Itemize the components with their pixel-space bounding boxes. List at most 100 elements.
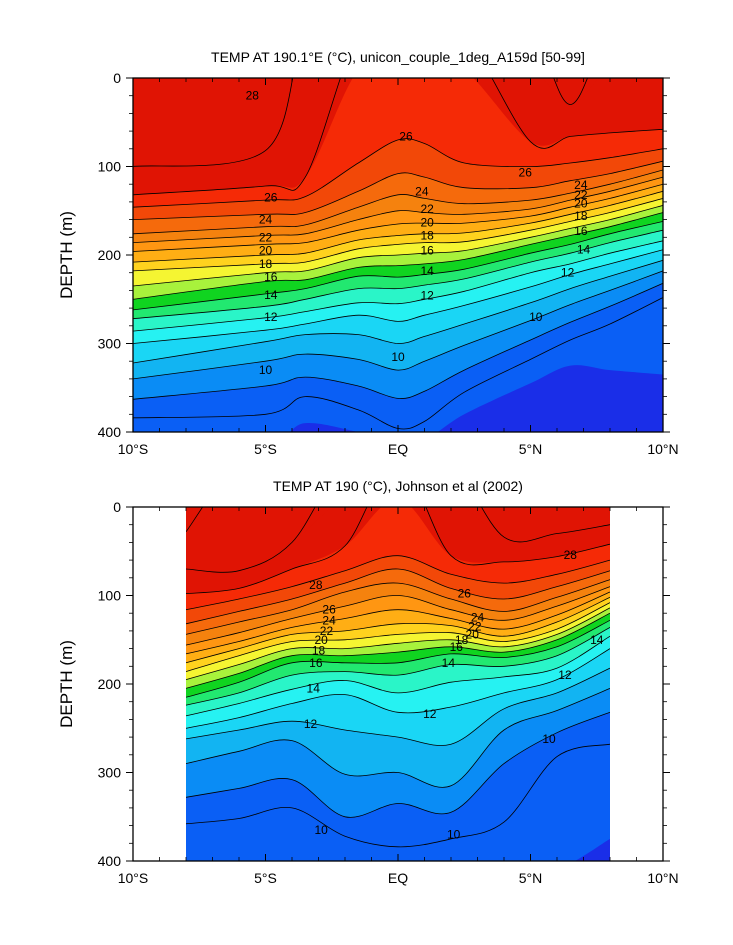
chart-1-xtick-label: EQ — [388, 441, 408, 457]
contour-line — [133, 270, 663, 380]
contour-line — [133, 221, 663, 311]
contour-label: 26 — [322, 603, 336, 617]
chart-2-ticks — [126, 506, 670, 862]
contour-line — [133, 190, 663, 263]
contour-label: 16 — [309, 656, 323, 670]
contour-label: 18 — [420, 229, 434, 243]
contour-label: 22 — [574, 188, 588, 202]
contour-label: 24 — [574, 178, 588, 192]
contour-label: 18 — [259, 257, 273, 271]
contour-label: 24 — [322, 613, 336, 627]
contour-label: 26 — [519, 166, 533, 180]
contour-label: 10 — [542, 732, 556, 746]
contour-label: 14 — [420, 264, 434, 278]
contour-line — [185, 607, 611, 680]
no-data-area — [133, 507, 186, 861]
contour-line — [185, 711, 611, 818]
contour-line — [133, 259, 663, 364]
contour-line — [185, 688, 611, 788]
contour-label: 24 — [471, 611, 485, 625]
chart-2-filled-contours — [186, 507, 610, 861]
chart-2-ytick-label: 200 — [98, 676, 122, 692]
contour-label: 12 — [558, 668, 572, 682]
chart-2-ytick-label: 100 — [98, 588, 122, 604]
contour-label: 28 — [246, 89, 260, 103]
contour-line — [185, 596, 611, 664]
contour-line — [133, 212, 663, 300]
contour-line — [133, 297, 663, 430]
contour-label: 14 — [590, 633, 604, 647]
contour-line — [185, 602, 611, 672]
chart-2-ytick-label: 400 — [98, 853, 122, 869]
chart-1-contour-labels: 2826262422201816141210242220181614121026… — [246, 89, 591, 377]
chart-1-plot-area: 2826262422201816141210242220181614121026… — [98, 70, 679, 457]
contour-label: 16 — [450, 640, 464, 654]
contour-line — [185, 507, 611, 595]
contour-line — [185, 667, 611, 746]
contour-label: 14 — [264, 288, 278, 302]
contour-label: 12 — [264, 310, 278, 324]
contour-line — [133, 78, 663, 196]
contour-line — [133, 282, 663, 400]
contour-line — [185, 507, 611, 573]
chart-2-xtick-label: 5°N — [519, 870, 543, 886]
contour-label: 22 — [320, 624, 334, 638]
contour-line — [133, 169, 663, 235]
chart-1-xtick-label: 5°S — [254, 441, 277, 457]
chart-2-xtick-label: 10°S — [118, 870, 149, 886]
chart-2-xtick-label: 5°S — [254, 870, 277, 886]
chart-1-filled-contours — [133, 78, 663, 432]
contour-line — [133, 176, 663, 243]
contour-line — [133, 205, 663, 287]
contour-label: 24 — [415, 184, 429, 198]
contour-label: 12 — [423, 707, 437, 721]
contour-label: 14 — [307, 681, 321, 695]
contour-label: 20 — [574, 197, 588, 211]
contour-line — [133, 229, 663, 320]
contour-line — [185, 555, 611, 611]
contour-band — [186, 507, 610, 573]
chart-2-xtick-label: EQ — [388, 870, 408, 886]
contour-label: 26 — [399, 129, 413, 143]
contour-line — [185, 627, 611, 706]
chart-2-y-axis-label: DEPTH (m) — [57, 640, 76, 728]
contour-line — [133, 138, 663, 208]
chart-2-ytick-label: 0 — [113, 499, 121, 515]
chart-2-ytick-label: 300 — [98, 765, 122, 781]
contour-label: 22 — [420, 202, 434, 216]
contour-line — [185, 591, 611, 655]
chart-1-y-axis-label: DEPTH (m) — [57, 211, 76, 299]
contour-line — [133, 78, 588, 167]
contour-label: 10 — [314, 823, 328, 837]
chart-2-title: TEMP AT 190 (°C), Johnson et al (2002) — [273, 478, 523, 494]
chart-1-ytick-label: 200 — [98, 247, 122, 263]
contour-line — [185, 619, 611, 698]
contour-line — [185, 635, 611, 717]
contour-line — [133, 198, 663, 272]
contour-label: 10 — [447, 827, 461, 841]
chart-1-ytick-label: 300 — [98, 336, 122, 352]
contour-label: 14 — [442, 656, 456, 670]
chart-2-xtick-label: 10°N — [647, 870, 678, 886]
contour-label: 26 — [264, 190, 278, 204]
contour-band — [186, 507, 223, 532]
contour-label: 20 — [259, 244, 273, 258]
contour-label: 24 — [259, 213, 273, 227]
contour-label: 14 — [577, 243, 591, 257]
contour-label: 20 — [466, 627, 480, 641]
contour-label: 16 — [264, 270, 278, 284]
contour-label: 10 — [391, 350, 405, 364]
contour-label: 22 — [468, 619, 482, 633]
contour-line — [133, 160, 663, 220]
contour-label: 20 — [420, 215, 434, 229]
no-data-area — [610, 507, 663, 861]
contour-label: 22 — [259, 230, 273, 244]
contour-label: 12 — [304, 717, 318, 731]
chart-1-ytick-label: 400 — [98, 424, 122, 440]
contour-line — [185, 568, 611, 625]
chart-1-ytick-label: 0 — [113, 70, 121, 86]
chart-1-ticks — [126, 77, 670, 433]
contour-line — [185, 648, 611, 729]
chart-1-title: TEMP AT 190.1°E (°C), unicon_couple_1deg… — [211, 49, 585, 65]
chart-2-contour-lines — [133, 507, 663, 861]
